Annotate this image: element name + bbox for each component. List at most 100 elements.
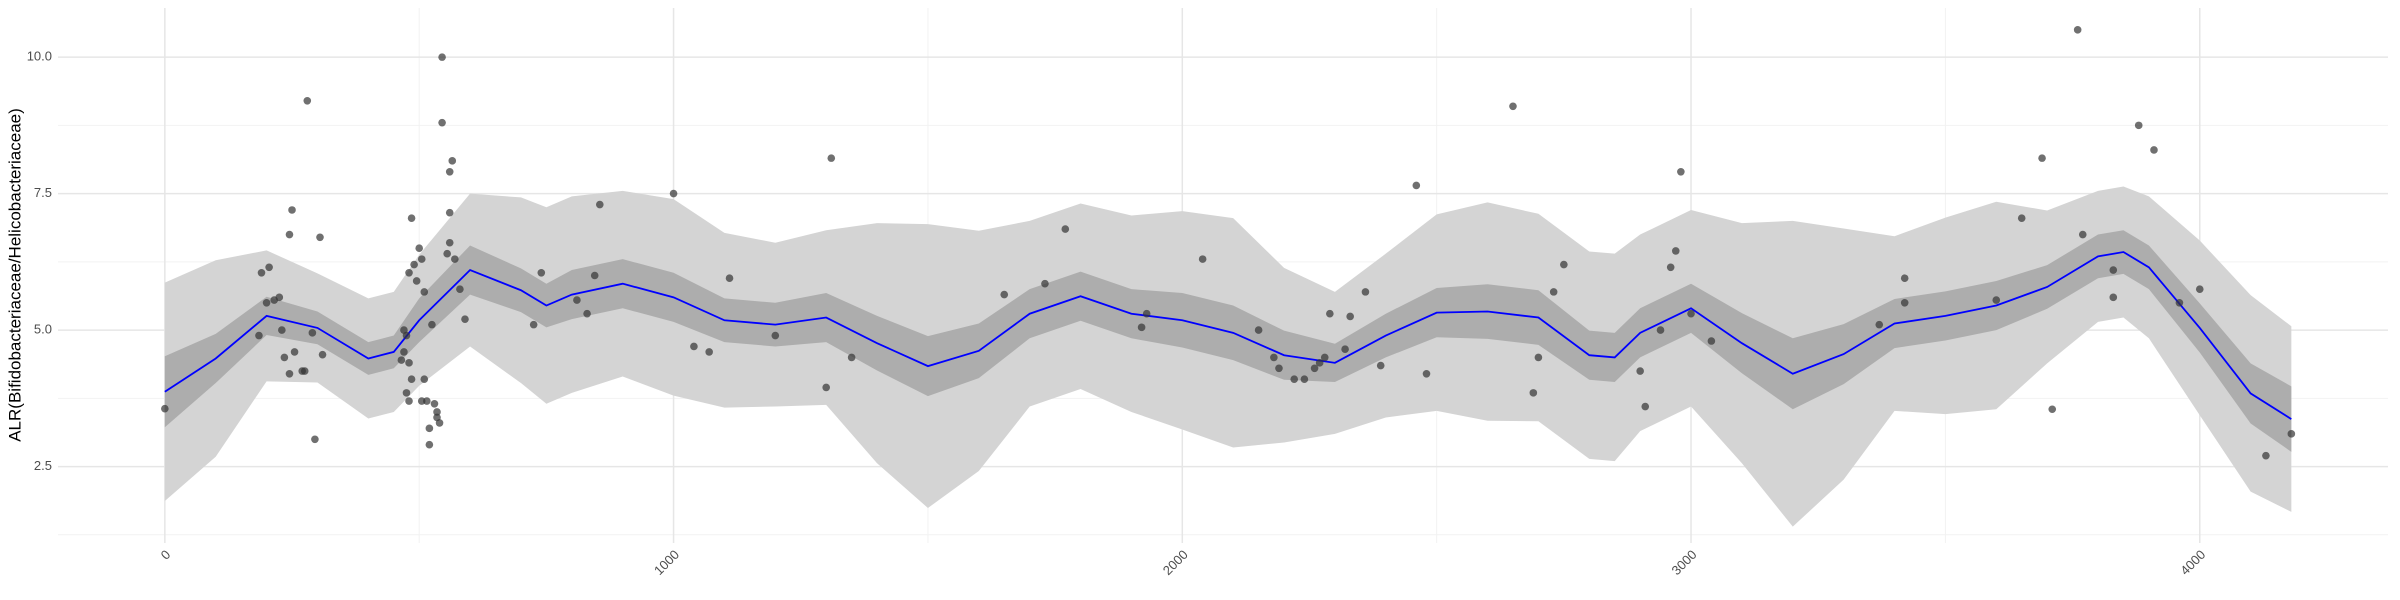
point bbox=[407, 375, 416, 384]
point bbox=[1549, 288, 1558, 296]
band-layer bbox=[164, 186, 2292, 527]
point bbox=[596, 200, 604, 209]
point bbox=[275, 293, 284, 302]
point bbox=[1254, 326, 1263, 334]
point bbox=[405, 268, 413, 277]
point bbox=[402, 389, 411, 397]
point bbox=[847, 353, 856, 362]
point bbox=[822, 383, 830, 392]
point bbox=[402, 331, 411, 340]
point bbox=[1529, 389, 1538, 397]
point bbox=[1534, 353, 1543, 362]
x-tick-label: 0 bbox=[158, 547, 174, 563]
point bbox=[1290, 375, 1299, 384]
point bbox=[410, 260, 418, 269]
point bbox=[308, 329, 317, 337]
point bbox=[405, 359, 413, 367]
point bbox=[428, 320, 436, 329]
point bbox=[1412, 181, 1421, 190]
point bbox=[445, 238, 454, 247]
point bbox=[2017, 214, 2026, 222]
point bbox=[448, 157, 457, 165]
point bbox=[1315, 359, 1324, 367]
point bbox=[2073, 26, 2082, 34]
point bbox=[690, 342, 698, 351]
point bbox=[425, 440, 434, 449]
point bbox=[1275, 364, 1283, 373]
point bbox=[405, 397, 413, 405]
point bbox=[445, 208, 454, 217]
point bbox=[1346, 312, 1354, 321]
inner-band bbox=[164, 230, 2292, 452]
point bbox=[1900, 274, 1909, 283]
point bbox=[2078, 230, 2087, 239]
point bbox=[456, 285, 464, 293]
point bbox=[2038, 154, 2046, 162]
point bbox=[1509, 102, 1517, 111]
point bbox=[1361, 288, 1370, 296]
point bbox=[2175, 298, 2184, 307]
point bbox=[1875, 320, 1884, 329]
point bbox=[2287, 430, 2296, 438]
point bbox=[420, 288, 429, 296]
x-tick-label: 2000 bbox=[1160, 547, 1191, 578]
point bbox=[1900, 298, 1909, 307]
y-tick-label: 2.5 bbox=[34, 458, 52, 473]
y-tick-label: 10.0 bbox=[27, 49, 52, 64]
point bbox=[1656, 326, 1665, 334]
point bbox=[537, 268, 546, 277]
point bbox=[705, 348, 713, 356]
y-axis-title: ALR(Bifidobacteriaceae/Helicobacteriacea… bbox=[5, 108, 24, 442]
point bbox=[2262, 451, 2270, 460]
point bbox=[1560, 260, 1568, 269]
point bbox=[669, 189, 678, 198]
smooth-line bbox=[164, 251, 2292, 420]
point bbox=[415, 244, 424, 253]
point bbox=[407, 214, 416, 222]
mark-layer bbox=[161, 26, 2296, 460]
point bbox=[1270, 353, 1278, 362]
point bbox=[438, 118, 446, 127]
point bbox=[285, 230, 294, 239]
point bbox=[435, 419, 444, 427]
point bbox=[1707, 337, 1716, 345]
point bbox=[1376, 361, 1385, 370]
point bbox=[1677, 167, 1685, 176]
point bbox=[1341, 345, 1349, 353]
point bbox=[2109, 266, 2118, 274]
point bbox=[1422, 369, 1431, 378]
y-tick-label: 7.5 bbox=[34, 185, 52, 200]
point bbox=[827, 154, 836, 162]
point bbox=[423, 397, 431, 405]
point bbox=[443, 249, 451, 258]
x-tick-label: 4000 bbox=[2177, 547, 2208, 578]
point bbox=[1636, 367, 1644, 375]
point bbox=[461, 315, 469, 323]
point bbox=[1137, 323, 1146, 332]
point bbox=[1326, 309, 1334, 318]
point bbox=[771, 331, 780, 340]
point bbox=[583, 309, 591, 318]
point bbox=[397, 356, 406, 364]
point bbox=[1142, 309, 1151, 318]
point bbox=[1310, 364, 1319, 373]
point bbox=[303, 97, 312, 105]
point bbox=[257, 268, 266, 277]
x-tick-label: 1000 bbox=[651, 547, 682, 578]
point bbox=[290, 348, 299, 356]
point bbox=[1687, 309, 1695, 318]
point bbox=[2134, 121, 2143, 130]
point bbox=[445, 167, 454, 176]
point bbox=[451, 255, 459, 263]
point bbox=[318, 350, 327, 359]
point bbox=[255, 331, 263, 340]
point bbox=[529, 320, 538, 329]
point bbox=[417, 255, 426, 263]
point bbox=[2048, 405, 2057, 414]
point bbox=[412, 277, 421, 285]
point bbox=[161, 404, 169, 413]
y-tick-label: 5.0 bbox=[34, 322, 52, 337]
point bbox=[1320, 353, 1329, 362]
